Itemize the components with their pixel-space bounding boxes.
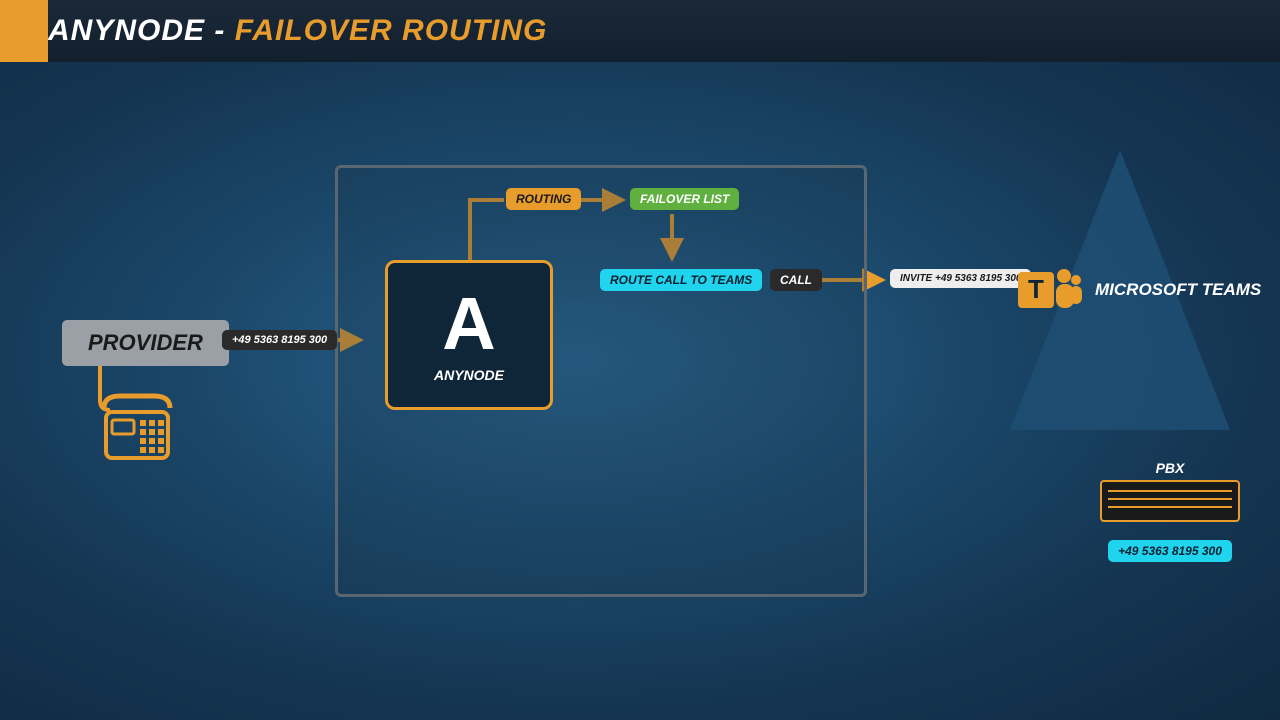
pbx-number-pill: +49 5363 8195 300 bbox=[1108, 540, 1232, 562]
phone-icon bbox=[98, 388, 176, 466]
svg-text:T: T bbox=[1028, 274, 1044, 304]
header: ANYNODE - FAILOVER ROUTING bbox=[0, 0, 1280, 62]
pbx-label: PBX bbox=[1100, 460, 1240, 476]
provider-number-pill: +49 5363 8195 300 bbox=[222, 330, 337, 350]
anynode-logo-icon: A bbox=[442, 287, 495, 361]
route-to-teams-node: ROUTE CALL TO TEAMS bbox=[600, 269, 762, 291]
title-sep: - bbox=[205, 14, 235, 47]
header-accent bbox=[0, 0, 30, 62]
page-title: ANYNODE - FAILOVER ROUTING bbox=[48, 14, 547, 48]
pbx-node: PBX +49 5363 8195 300 bbox=[1100, 460, 1240, 562]
teams-label: MICROSOFT TEAMS bbox=[1095, 280, 1261, 300]
microsoft-teams-icon: T bbox=[1018, 262, 1082, 322]
title-brand: ANYNODE bbox=[48, 14, 205, 47]
invite-node: INVITE +49 5363 8195 300 bbox=[890, 269, 1031, 288]
routing-node: ROUTING bbox=[506, 188, 581, 210]
call-node: CALL bbox=[770, 269, 822, 291]
pbx-device-icon bbox=[1100, 480, 1240, 522]
anynode-node: A ANYNODE bbox=[385, 260, 553, 410]
failover-list-node: FAILOVER LIST bbox=[630, 188, 739, 210]
anynode-label: ANYNODE bbox=[434, 367, 504, 383]
provider-node: PROVIDER bbox=[62, 320, 229, 366]
title-sub: FAILOVER ROUTING bbox=[235, 14, 548, 47]
